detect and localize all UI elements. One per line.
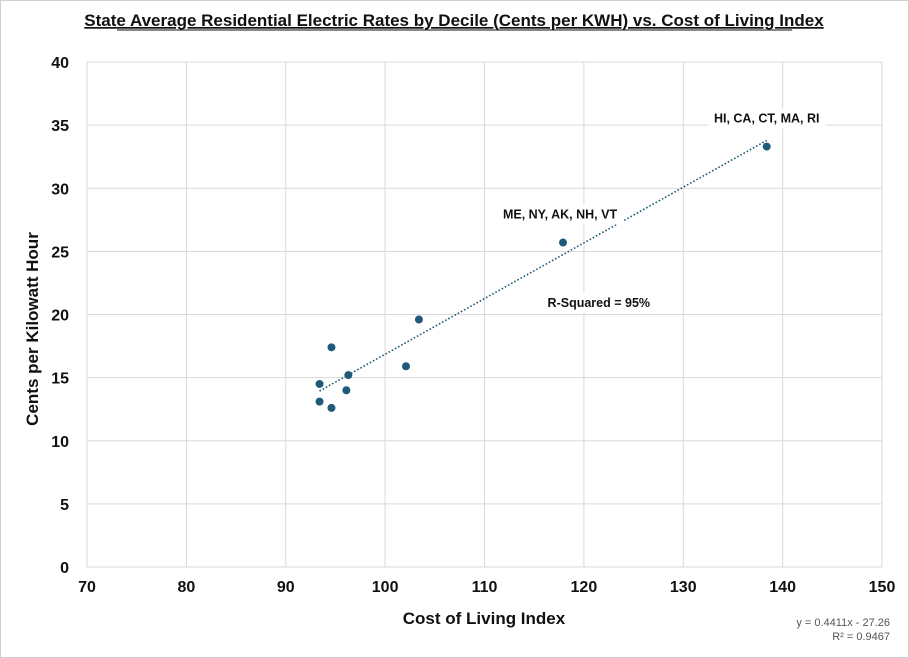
y-tick-label: 40 (51, 55, 69, 72)
y-tick-label: 20 (51, 308, 69, 325)
y-tick-label: 0 (60, 560, 69, 577)
y-tick-label: 35 (51, 118, 69, 135)
y-tick-label: 10 (51, 434, 69, 451)
y-axis-label: Cents per Kilowatt Hour (23, 232, 42, 426)
trendline-group (319, 139, 768, 392)
data-point (414, 315, 423, 324)
data-points (315, 142, 771, 412)
data-point (342, 386, 351, 395)
x-tick-label: 70 (78, 579, 96, 596)
x-tick-label: 150 (869, 579, 896, 596)
data-point (559, 238, 568, 247)
x-axis-label: Cost of Living Index (403, 609, 566, 628)
y-tick-label: 25 (51, 244, 69, 261)
data-point (401, 362, 410, 371)
x-tick-label: 140 (769, 579, 796, 596)
data-point (344, 371, 353, 380)
annotation-label: ME, NY, AK, NH, VT (503, 208, 617, 222)
trendline-equation: y = 0.4411x - 27.26 (796, 617, 890, 629)
y-tick-label: 15 (51, 371, 69, 388)
annotations: HI, CA, CT, MA, RI ME, NY, AK, NH, VT R-Sq… (496, 108, 826, 313)
annotation-background (707, 108, 826, 129)
r-squared-value: R² = 0.9467 (832, 631, 890, 643)
grid-lines (86, 61, 883, 568)
x-tick-label: 130 (670, 579, 697, 596)
x-tick-label: 80 (177, 579, 195, 596)
x-tick-label: 90 (277, 579, 295, 596)
data-point (327, 403, 336, 412)
x-tick-label: 110 (472, 579, 498, 596)
chart-title: State Average Residential Electric Rates… (84, 11, 824, 30)
y-tick-label: 30 (51, 181, 69, 198)
annotation-background (496, 204, 624, 225)
y-tick-label: 5 (60, 497, 69, 514)
trendline (319, 139, 768, 392)
x-tick-label: 100 (372, 579, 399, 596)
annotation-background (541, 292, 657, 313)
data-point (315, 379, 324, 388)
x-tick-labels: 70 80 90 100 110 120 130 140 150 (78, 579, 895, 596)
x-tick-label: 120 (571, 579, 598, 596)
annotation-label: R-Squared = 95% (548, 296, 650, 310)
y-tick-labels: 0 5 10 15 20 25 30 35 40 (51, 55, 69, 577)
data-point (315, 397, 324, 406)
data-point (762, 142, 771, 151)
data-point (327, 343, 336, 352)
annotation-label: HI, CA, CT, MA, RI (714, 112, 820, 126)
